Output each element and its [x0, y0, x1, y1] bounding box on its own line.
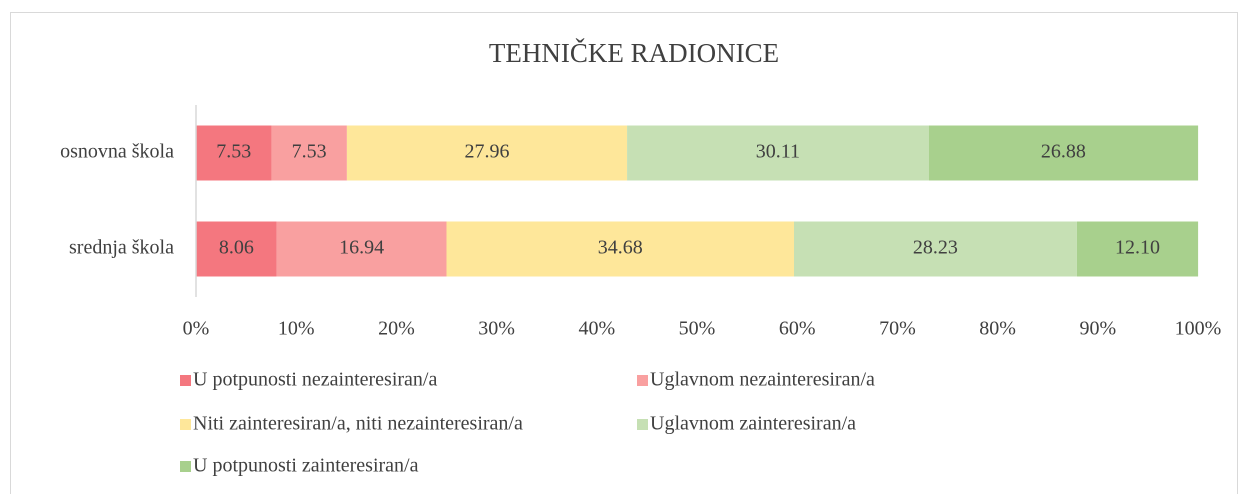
bar-segment	[1076, 221, 1199, 277]
legend-swatch	[180, 375, 191, 386]
x-tick-label: 50%	[679, 318, 716, 340]
legend-label: Niti zainteresiran/a, niti nezainteresir…	[193, 413, 523, 435]
bar-segment	[928, 125, 1199, 181]
legend-swatch	[180, 419, 191, 430]
bar-segment	[196, 221, 277, 277]
legend-label: Uglavnom nezainteresiran/a	[650, 369, 875, 391]
bar-segment	[446, 221, 794, 277]
bar-segment	[346, 125, 628, 181]
x-tick-label: 20%	[378, 318, 415, 340]
bar-segment	[196, 125, 272, 181]
data-label: 34.68	[598, 237, 643, 259]
x-tick-label: 70%	[879, 318, 916, 340]
legend-swatch	[637, 419, 648, 430]
data-label: 27.96	[464, 141, 509, 163]
bar-segment	[276, 221, 447, 277]
x-tick-label: 100%	[1175, 318, 1222, 340]
data-label: 16.94	[339, 237, 384, 259]
x-tick-label: 10%	[278, 318, 315, 340]
data-label: 7.53	[216, 141, 251, 163]
x-tick-label: 30%	[478, 318, 515, 340]
bar-segment	[271, 125, 347, 181]
x-tick-label: 60%	[779, 318, 816, 340]
bar-segment	[793, 221, 1077, 277]
legend-label: U potpunosti zainteresiran/a	[193, 455, 419, 477]
y-tick-label: osnovna škola	[60, 141, 174, 163]
x-tick-label: 90%	[1079, 318, 1116, 340]
legend-label: Uglavnom zainteresiran/a	[650, 413, 856, 435]
legend-swatch	[180, 461, 191, 472]
x-tick-label: 40%	[578, 318, 615, 340]
legend-label: U potpunosti nezainteresiran/a	[193, 369, 437, 391]
x-tick-label: 80%	[979, 318, 1016, 340]
data-label: 7.53	[292, 141, 327, 163]
y-tick-label: srednja škola	[69, 237, 174, 259]
data-label: 12.10	[1115, 237, 1160, 259]
data-label: 30.11	[756, 141, 800, 163]
x-tick-label: 0%	[183, 318, 210, 340]
bar-segment	[627, 125, 929, 181]
data-label: 8.06	[219, 237, 254, 259]
data-label: 28.23	[913, 237, 958, 259]
legend-swatch	[637, 375, 648, 386]
data-label: 26.88	[1041, 141, 1086, 163]
chart-title: TEHNIČKE RADIONICE	[489, 38, 779, 68]
